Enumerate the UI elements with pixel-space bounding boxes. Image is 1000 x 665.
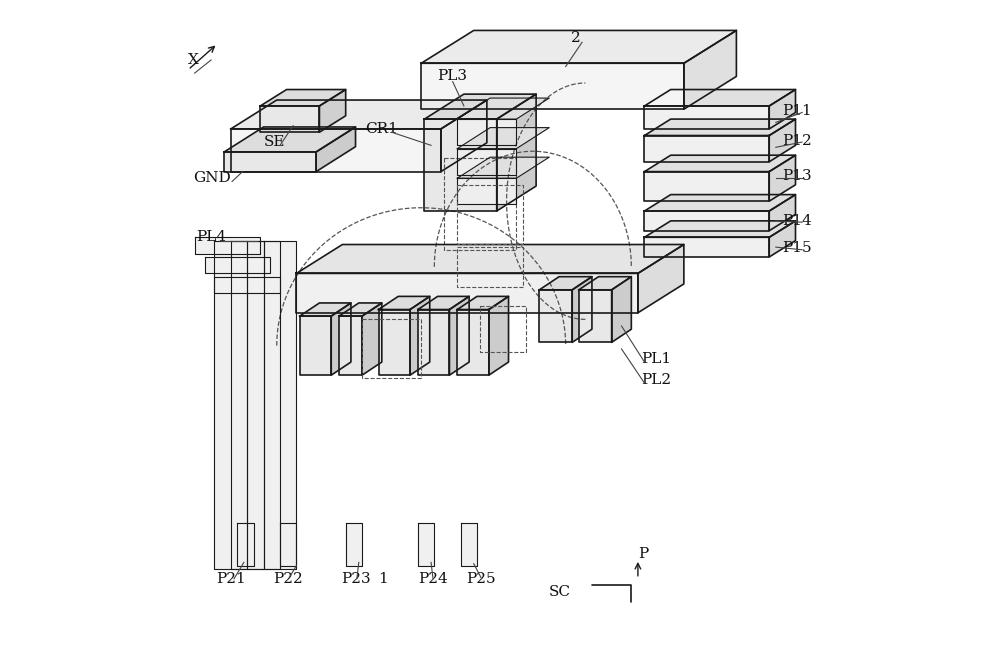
Polygon shape xyxy=(644,195,796,211)
Polygon shape xyxy=(441,100,487,172)
Text: GND: GND xyxy=(193,171,230,185)
Polygon shape xyxy=(362,303,382,375)
Text: X: X xyxy=(188,53,199,67)
Polygon shape xyxy=(195,237,260,254)
Polygon shape xyxy=(457,119,516,146)
Polygon shape xyxy=(418,523,434,566)
Polygon shape xyxy=(424,119,497,211)
Polygon shape xyxy=(769,119,796,162)
Polygon shape xyxy=(457,309,489,375)
Text: PL3: PL3 xyxy=(438,69,468,83)
Polygon shape xyxy=(205,257,270,273)
Text: P24: P24 xyxy=(418,572,448,586)
Text: P25: P25 xyxy=(466,572,495,586)
Polygon shape xyxy=(579,277,631,290)
Polygon shape xyxy=(339,316,362,375)
Polygon shape xyxy=(644,172,769,201)
Polygon shape xyxy=(331,303,351,375)
Polygon shape xyxy=(644,119,796,136)
Polygon shape xyxy=(769,195,796,231)
Text: PL2: PL2 xyxy=(641,373,671,387)
Polygon shape xyxy=(231,129,441,172)
Polygon shape xyxy=(644,106,769,129)
Polygon shape xyxy=(346,523,362,566)
Polygon shape xyxy=(644,211,769,231)
Polygon shape xyxy=(316,127,356,172)
Polygon shape xyxy=(644,237,769,257)
Polygon shape xyxy=(214,277,280,293)
Polygon shape xyxy=(644,136,769,162)
Polygon shape xyxy=(638,245,684,313)
Text: P12: P12 xyxy=(782,134,812,148)
Polygon shape xyxy=(644,90,796,106)
Text: SE: SE xyxy=(264,135,285,149)
Polygon shape xyxy=(449,297,469,375)
Polygon shape xyxy=(489,297,509,375)
Polygon shape xyxy=(421,31,736,63)
Polygon shape xyxy=(379,309,410,375)
Polygon shape xyxy=(224,127,356,152)
Polygon shape xyxy=(296,245,684,273)
Text: SC: SC xyxy=(549,585,571,599)
Polygon shape xyxy=(418,309,449,375)
Polygon shape xyxy=(769,155,796,201)
Text: P15: P15 xyxy=(782,241,812,255)
Polygon shape xyxy=(579,290,612,342)
Polygon shape xyxy=(457,98,549,119)
Text: PL1: PL1 xyxy=(641,352,671,366)
Text: P11: P11 xyxy=(782,104,812,118)
Text: P23: P23 xyxy=(341,572,371,586)
Text: P13: P13 xyxy=(782,169,812,184)
Polygon shape xyxy=(572,277,592,342)
Text: P21: P21 xyxy=(216,572,246,586)
Text: P22: P22 xyxy=(273,572,303,586)
Polygon shape xyxy=(457,149,516,175)
Polygon shape xyxy=(497,94,536,211)
Polygon shape xyxy=(247,241,280,569)
Polygon shape xyxy=(612,277,631,342)
Polygon shape xyxy=(461,523,477,566)
Polygon shape xyxy=(457,157,549,178)
Polygon shape xyxy=(264,241,296,569)
Polygon shape xyxy=(237,523,254,566)
Polygon shape xyxy=(231,100,487,129)
Polygon shape xyxy=(319,90,346,132)
Polygon shape xyxy=(339,303,382,316)
Text: CR1: CR1 xyxy=(365,122,398,136)
Text: 2: 2 xyxy=(571,31,581,45)
Polygon shape xyxy=(260,106,319,132)
Polygon shape xyxy=(684,31,736,109)
Polygon shape xyxy=(424,94,536,119)
Text: P14: P14 xyxy=(782,214,812,228)
Polygon shape xyxy=(644,155,796,172)
Polygon shape xyxy=(280,523,296,566)
Polygon shape xyxy=(224,152,316,172)
Polygon shape xyxy=(769,90,796,129)
Polygon shape xyxy=(296,273,638,313)
Polygon shape xyxy=(421,63,684,109)
Polygon shape xyxy=(457,178,516,204)
Polygon shape xyxy=(644,221,796,237)
Polygon shape xyxy=(457,128,549,149)
Polygon shape xyxy=(214,241,247,569)
Polygon shape xyxy=(410,297,430,375)
Text: 1: 1 xyxy=(379,572,388,586)
Polygon shape xyxy=(418,297,469,309)
Polygon shape xyxy=(769,221,796,257)
Polygon shape xyxy=(379,297,430,309)
Polygon shape xyxy=(231,241,264,569)
Polygon shape xyxy=(300,303,351,316)
Polygon shape xyxy=(260,90,346,106)
Polygon shape xyxy=(457,297,509,309)
Text: PL4: PL4 xyxy=(197,230,227,244)
Polygon shape xyxy=(300,316,331,375)
Polygon shape xyxy=(539,277,592,290)
Text: P: P xyxy=(638,547,648,561)
Polygon shape xyxy=(539,290,572,342)
